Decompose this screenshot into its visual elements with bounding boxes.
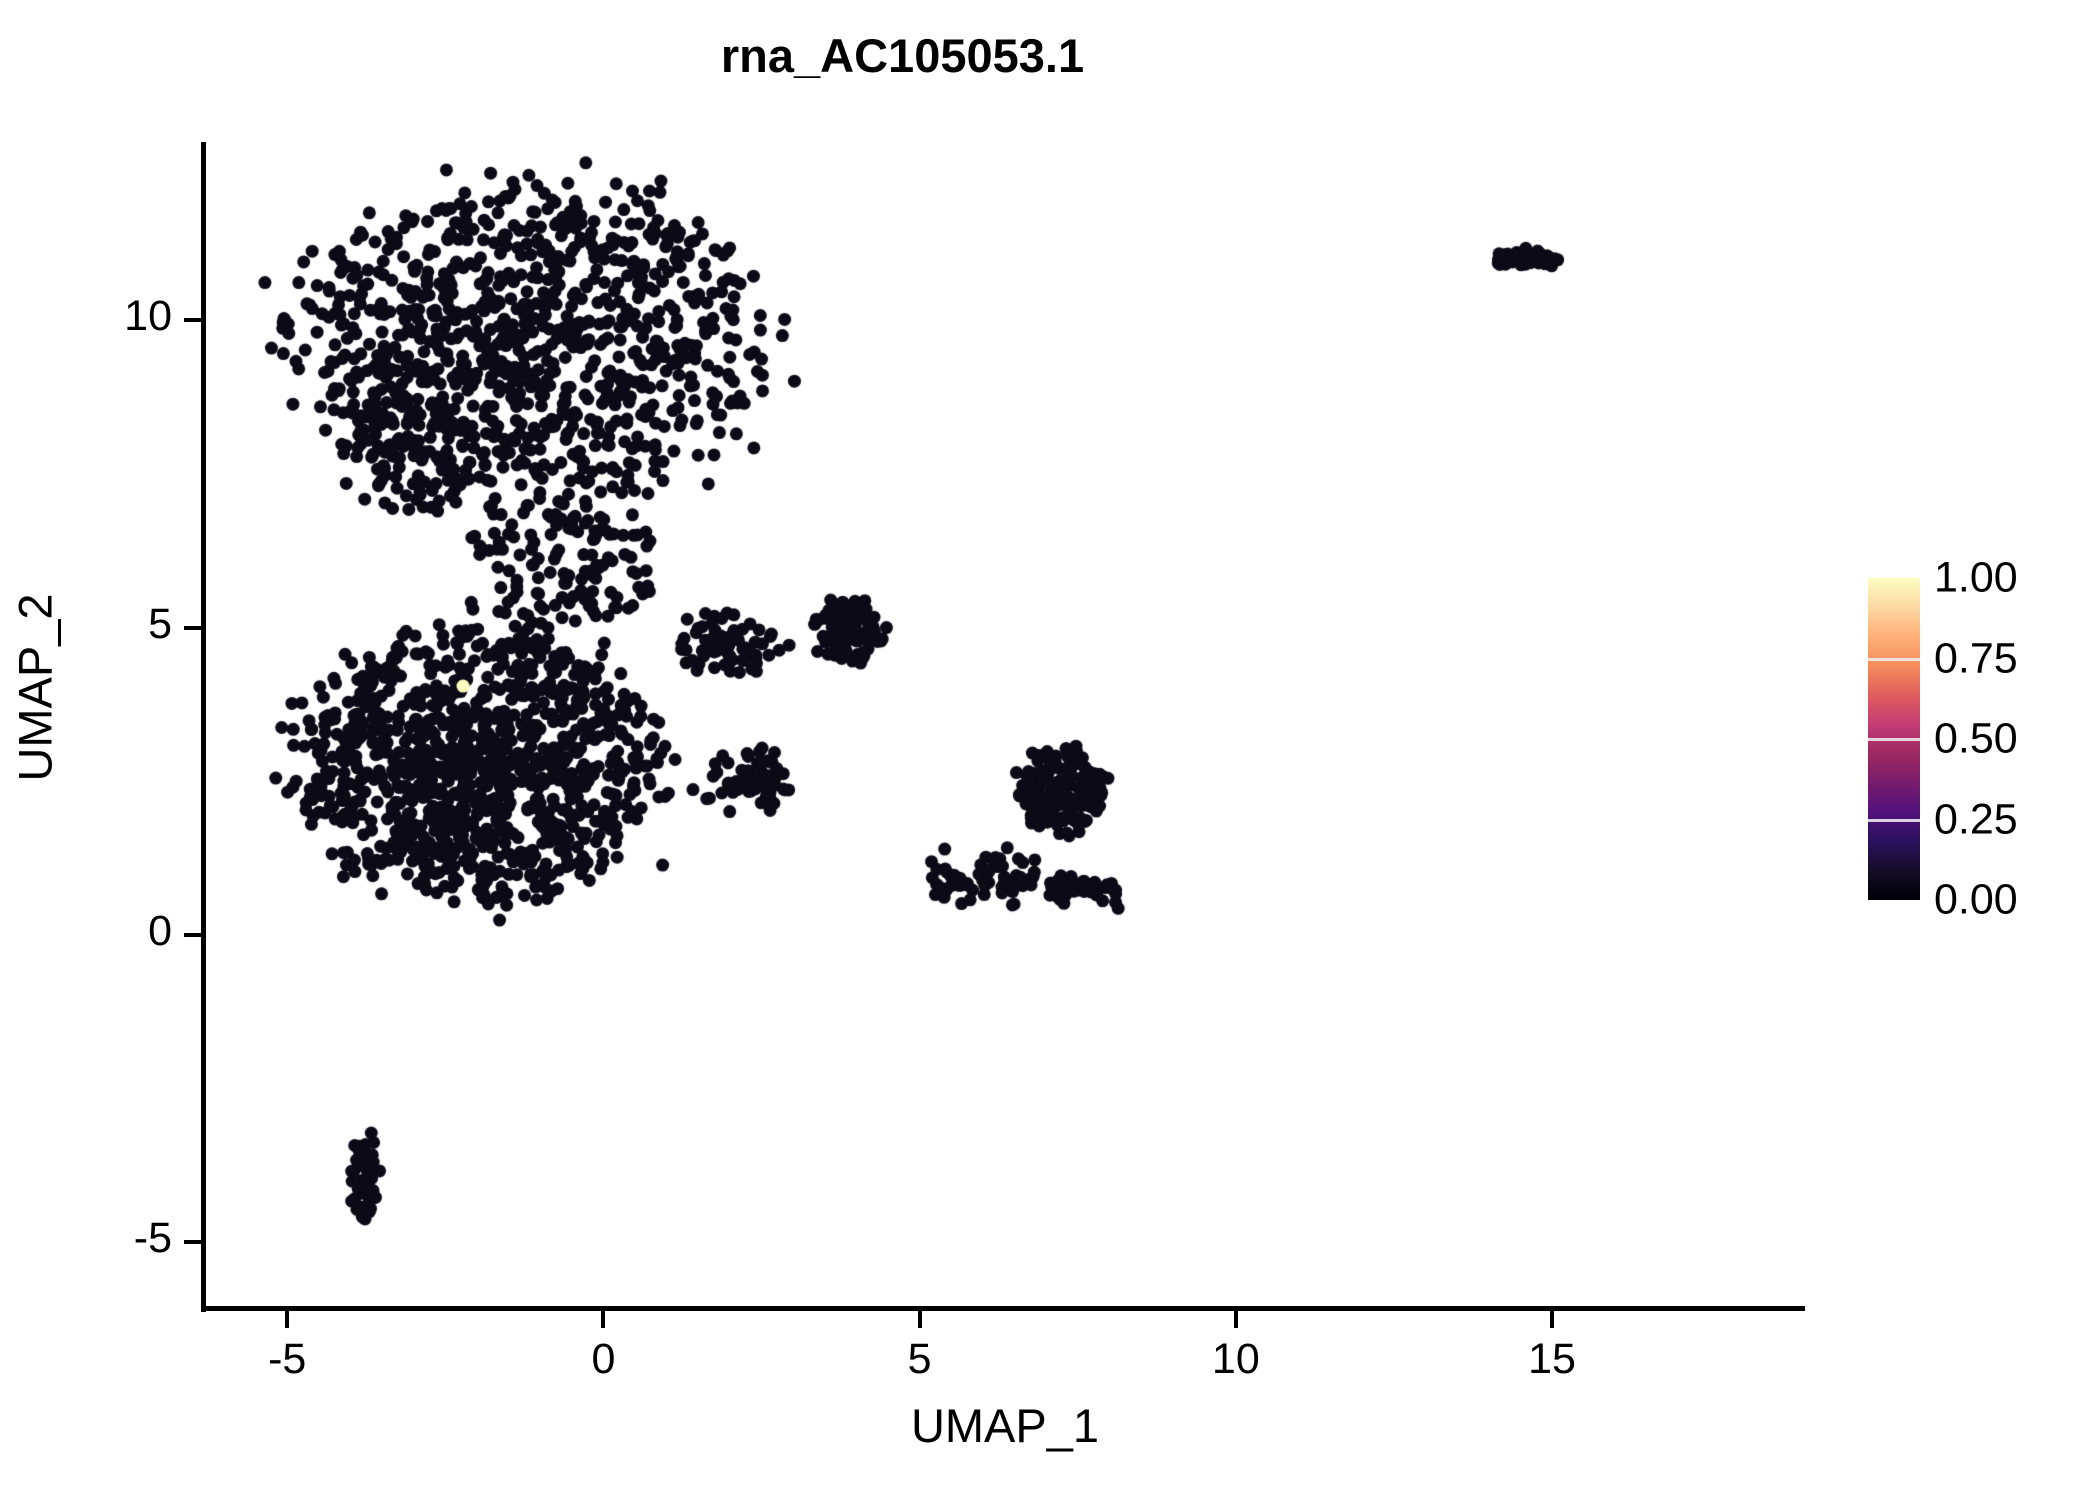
x-tick-label: 15 — [1528, 1335, 1576, 1383]
colorbar-tick-mark — [1868, 657, 1920, 661]
y-tick-label: 0 — [148, 907, 172, 955]
colorbar-tick-mark — [1868, 738, 1920, 741]
colorbar-tick-mark — [1868, 818, 1920, 822]
colorbar-tick-label: 1.00 — [1934, 553, 2018, 602]
y-axis-line — [201, 142, 206, 1312]
x-tick — [1550, 1311, 1555, 1328]
y-tick-label: 5 — [148, 599, 172, 648]
page-title: rna_AC105053.1 — [720, 29, 1085, 82]
x-axis-line — [201, 1306, 1805, 1311]
x-tick-label: -5 — [268, 1335, 307, 1383]
y-tick-label: -5 — [133, 1214, 172, 1263]
x-axis-label: UMAP_1 — [910, 1399, 1100, 1452]
x-tick — [917, 1311, 922, 1328]
scatter-canvas — [205, 142, 1805, 1310]
colorbar-tick-label: 0.25 — [1934, 795, 2018, 843]
x-tick — [601, 1311, 606, 1328]
colorbar-tick-label: 0.50 — [1934, 714, 2018, 763]
plot-panel — [205, 142, 1805, 1310]
y-tick — [184, 318, 201, 323]
colorbar-tick-label: 0.75 — [1934, 634, 2018, 682]
y-axis-label: UMAP_2 — [8, 593, 62, 782]
y-tick — [184, 933, 201, 937]
x-tick-label: 10 — [1211, 1335, 1260, 1383]
y-tick-label: 10 — [124, 292, 172, 341]
x-tick — [285, 1311, 290, 1328]
y-tick — [184, 625, 201, 630]
colorbar-legend: 1.00 0.75 0.50 0.25 0.00 — [1868, 554, 2098, 924]
x-tick-label: 0 — [591, 1335, 616, 1383]
colorbar-tick-label: 0.00 — [1934, 875, 2018, 924]
y-tick — [184, 1240, 201, 1245]
x-tick — [1233, 1311, 1238, 1328]
x-tick-label: 5 — [907, 1335, 932, 1383]
